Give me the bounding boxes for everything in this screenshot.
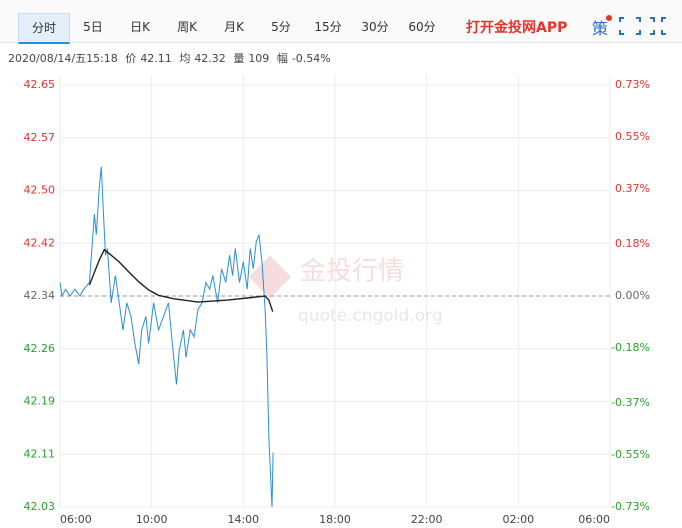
y2-tick-label: 0.37% (615, 182, 650, 195)
x-tick-label: 06:00 (578, 513, 610, 526)
y2-tick-label: -0.18% (611, 341, 650, 354)
info-avg-label: 均 (179, 52, 191, 65)
price-line (59, 166, 274, 508)
info-price-label: 价 (125, 52, 137, 65)
tab[interactable]: 周K (177, 20, 197, 34)
y2-tick-label: 0.18% (615, 237, 650, 250)
tab[interactable]: 日K (130, 20, 150, 34)
watermark-url: quote.cngold.org (298, 306, 443, 326)
info-change: -0.54% (291, 52, 331, 65)
y2-tick-label: 0.73% (615, 78, 650, 91)
y-tick-label: 42.50 (24, 184, 56, 197)
tab[interactable]: 月K (224, 20, 244, 34)
notify-dot (606, 15, 612, 21)
watermark-brand: 金投行情 (300, 257, 404, 287)
y-tick-label: 42.03 (24, 500, 56, 513)
y-tick-label: 42.57 (24, 131, 56, 144)
info-time: 2020/08/14/五15:18 (8, 52, 118, 65)
tab[interactable]: 5日 (83, 20, 103, 34)
info-price: 42.11 (140, 52, 172, 65)
price-line (88, 248, 274, 312)
y2-tick-label: 0.55% (615, 130, 650, 143)
watermark: 金投行情 quote.cngold.org (248, 255, 443, 326)
y-tick-label: 42.11 (24, 447, 56, 460)
info-change-label: 幅 (276, 52, 288, 65)
tab[interactable]: 60分 (408, 20, 436, 34)
info-volume: 109 (248, 52, 270, 65)
app-link[interactable]: 打开金投网APP (466, 20, 568, 36)
x-tick-label: 06:00 (60, 513, 92, 526)
x-tick-label: 14:00 (227, 513, 259, 526)
tab[interactable]: 分时 (18, 13, 70, 44)
info-volume-label: 量 (233, 52, 245, 65)
y2-tick-label: -0.73% (611, 500, 650, 513)
strategy-button[interactable]: 策 (592, 19, 609, 38)
tab[interactable]: 15分 (314, 20, 342, 34)
tab[interactable]: 5分 (271, 20, 291, 34)
y-tick-label: 42.19 (24, 395, 56, 408)
info-line: 2020/08/14/五15:18 价 42.11 均 42.32 量 109 幅 -0… (8, 50, 335, 66)
y-tick-label: 42.42 (24, 236, 56, 249)
x-tick-label: 18:00 (319, 513, 351, 526)
x-tick-label: 02:00 (502, 513, 534, 526)
y2-tick-label: -0.55% (611, 448, 650, 461)
x-tick-label: 22:00 (411, 513, 443, 526)
fullscreen-icon[interactable] (0, 0, 682, 42)
y-tick-label: 42.26 (24, 342, 56, 355)
x-tick-label: 10:00 (136, 513, 168, 526)
y2-tick-label: 0.00% (615, 289, 650, 302)
info-avg: 42.32 (194, 52, 226, 65)
tab-bar: 分时 5日 日K 周K 月K 5分 15分 30分 60分 打开金投网APP 策 (0, 0, 682, 44)
y2-tick-label: -0.37% (611, 396, 650, 409)
tab[interactable]: 30分 (361, 20, 389, 34)
y-tick-label: 42.65 (24, 78, 56, 91)
y-tick-label: 42.34 (24, 289, 56, 302)
